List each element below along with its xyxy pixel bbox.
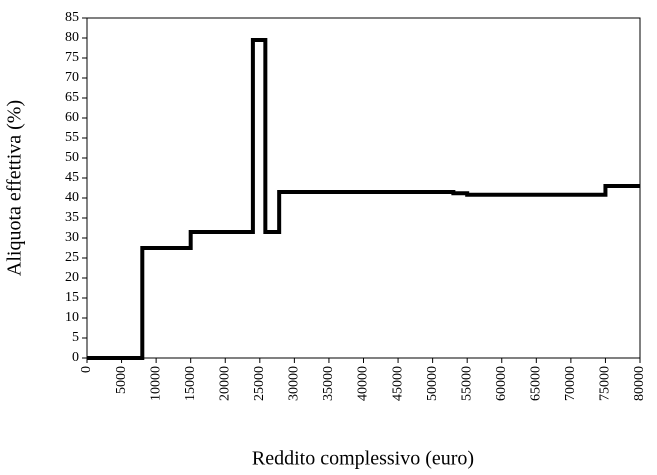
y-tick-label: 50 (65, 150, 79, 165)
y-tick-label: 80 (65, 30, 79, 45)
x-tick-label: 60000 (494, 366, 509, 401)
y-tick-label: 85 (65, 10, 79, 25)
y-tick-label: 30 (65, 230, 79, 245)
y-tick-label: 25 (65, 250, 79, 265)
y-tick-label: 55 (65, 130, 79, 145)
x-tick-label: 65000 (529, 366, 544, 401)
y-tick-label: 75 (65, 50, 79, 65)
x-tick-label: 55000 (459, 366, 474, 401)
x-tick-label: 80000 (632, 366, 647, 401)
y-tick-label: 40 (65, 190, 79, 205)
y-tick-label: 45 (65, 170, 79, 185)
x-tick-label: 15000 (183, 366, 198, 401)
x-tick-label: 50000 (425, 366, 440, 401)
x-tick-label: 30000 (287, 366, 302, 401)
y-tick-label: 10 (65, 310, 79, 325)
x-tick-label: 45000 (390, 366, 405, 401)
plot-frame (86, 17, 641, 359)
x-tick-label: 40000 (356, 366, 371, 401)
y-tick-label: 15 (65, 290, 79, 305)
x-tick-label: 25000 (252, 366, 267, 401)
x-tick-label: 5000 (114, 366, 129, 394)
x-axis-label: Reddito complessivo (euro) (252, 448, 474, 470)
y-tick-label: 70 (65, 70, 79, 85)
y-tick-label: 0 (72, 350, 79, 365)
x-tick-label: 75000 (598, 366, 613, 401)
y-tick-label: 5 (72, 330, 79, 345)
y-tick-label: 20 (65, 270, 79, 285)
data-line (87, 38, 640, 360)
x-tick-label: 20000 (217, 366, 232, 401)
x-tick-label: 35000 (321, 366, 336, 401)
x-tick-label: 70000 (563, 366, 578, 401)
y-tick-label: 35 (65, 210, 79, 225)
x-tick-label: 0 (79, 366, 94, 373)
y-tick-label: 65 (65, 90, 79, 105)
y-axis-label: Aliquota effettiva (%) (4, 100, 26, 276)
y-tick-label: 60 (65, 110, 79, 125)
x-tick-label: 10000 (148, 366, 163, 401)
